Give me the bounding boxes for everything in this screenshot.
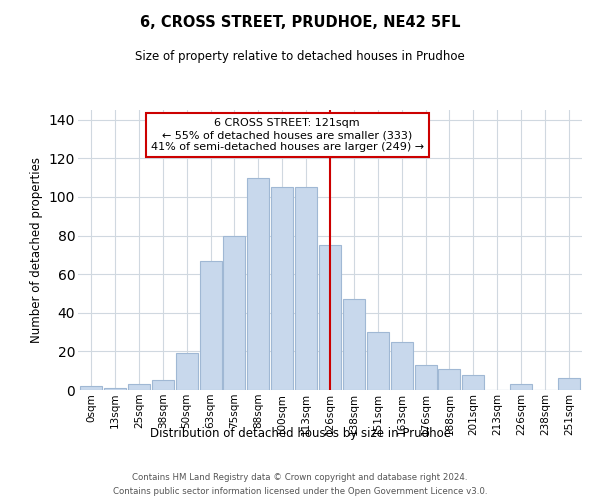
Bar xyxy=(295,187,317,390)
Y-axis label: Number of detached properties: Number of detached properties xyxy=(30,157,43,343)
Bar xyxy=(319,245,341,390)
Bar xyxy=(558,378,580,390)
Bar xyxy=(223,236,245,390)
Bar xyxy=(200,260,221,390)
Text: Distribution of detached houses by size in Prudhoe: Distribution of detached houses by size … xyxy=(149,428,451,440)
Bar xyxy=(463,374,484,390)
Bar xyxy=(247,178,269,390)
Bar xyxy=(343,299,365,390)
Bar xyxy=(439,369,460,390)
Bar xyxy=(391,342,413,390)
Text: Size of property relative to detached houses in Prudhoe: Size of property relative to detached ho… xyxy=(135,50,465,63)
Bar xyxy=(152,380,174,390)
Bar xyxy=(104,388,126,390)
Text: Contains public sector information licensed under the Open Government Licence v3: Contains public sector information licen… xyxy=(113,488,487,496)
Bar xyxy=(271,187,293,390)
Bar xyxy=(128,384,150,390)
Bar xyxy=(510,384,532,390)
Bar xyxy=(176,354,197,390)
Bar xyxy=(80,386,102,390)
Text: 6 CROSS STREET: 121sqm
← 55% of detached houses are smaller (333)
41% of semi-de: 6 CROSS STREET: 121sqm ← 55% of detached… xyxy=(151,118,424,152)
Bar xyxy=(415,365,437,390)
Bar xyxy=(367,332,389,390)
Text: Contains HM Land Registry data © Crown copyright and database right 2024.: Contains HM Land Registry data © Crown c… xyxy=(132,472,468,482)
Text: 6, CROSS STREET, PRUDHOE, NE42 5FL: 6, CROSS STREET, PRUDHOE, NE42 5FL xyxy=(140,15,460,30)
